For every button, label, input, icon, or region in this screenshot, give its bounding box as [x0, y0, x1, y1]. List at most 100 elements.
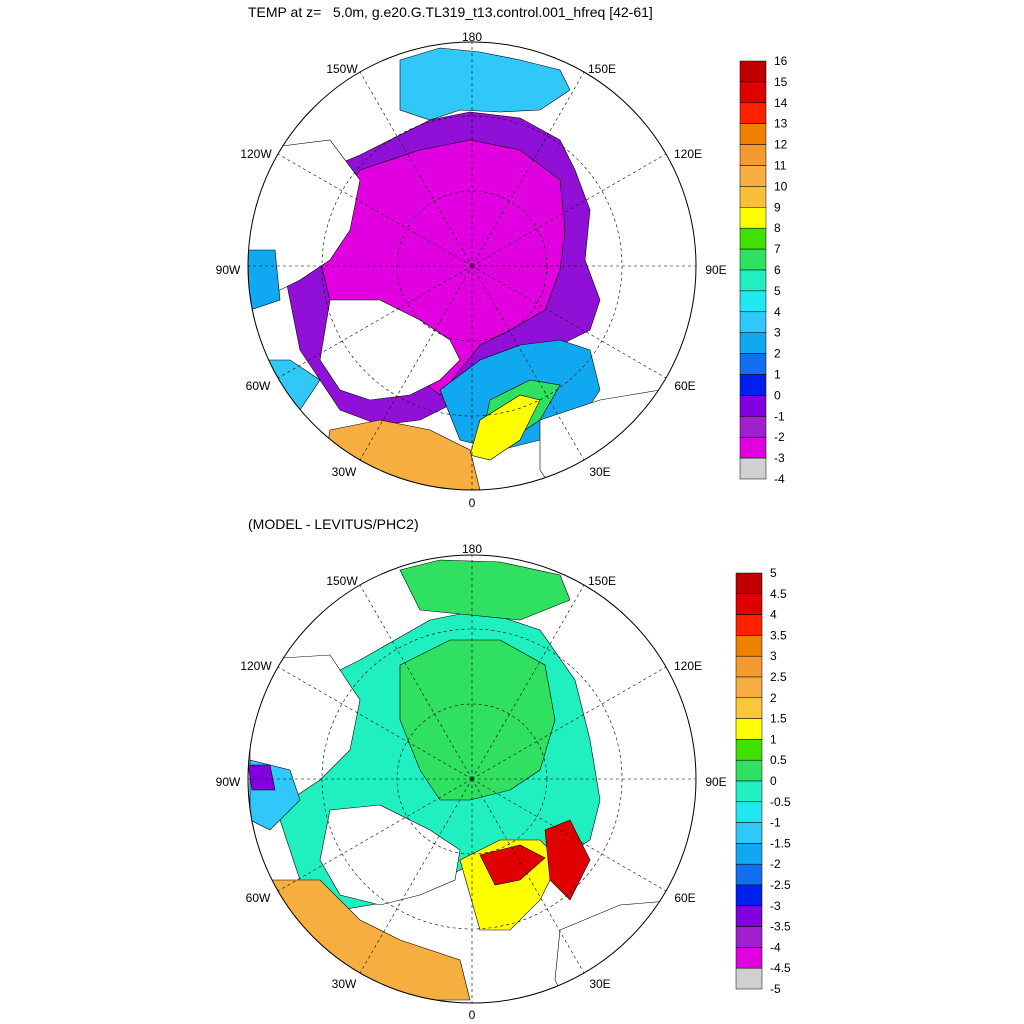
colorbar-tick-label: 0.5 — [770, 753, 787, 767]
colorbar-tick-label: -3 — [774, 451, 785, 465]
colorbar-box — [739, 457, 767, 480]
colorbar-tick-label: 13 — [774, 117, 788, 131]
colorbar-box — [735, 676, 763, 699]
colorbar-tick-label: 7 — [774, 242, 781, 256]
top-lon-label-30e: 30E — [589, 465, 610, 479]
top-lon-label-60e: 60E — [674, 379, 695, 393]
colorbar-tick-label: 12 — [774, 138, 788, 152]
colorbar-box — [739, 60, 767, 83]
meridian-line — [359, 778, 473, 974]
top-lon-label-120w: 120W — [240, 147, 272, 161]
colorbar-tick-label: 4 — [774, 305, 781, 319]
colorbar-box — [735, 655, 763, 678]
bottom-lon-label-90w: 90W — [216, 775, 241, 789]
colorbar-tick-label: 1 — [774, 368, 781, 382]
bottom-lon-label-150w: 150W — [326, 574, 358, 588]
colorbar-box — [735, 905, 763, 927]
colorbar-box — [735, 801, 763, 823]
meridian-line — [471, 265, 667, 379]
colorbar-tick-label: -2.5 — [770, 878, 791, 892]
colorbar-tick-label: 3 — [774, 326, 781, 340]
colorbar-box — [739, 207, 767, 229]
colorbar-tick-label: 3 — [770, 649, 777, 663]
top-lon-label-30w: 30W — [332, 465, 357, 479]
colorbar-box — [739, 186, 767, 208]
bottom-lon-label-60e: 60E — [674, 891, 695, 905]
colorbar-box — [735, 739, 763, 761]
colorbar-box — [739, 374, 767, 396]
colorbar-box — [739, 123, 767, 145]
bottom-lon-label-120w: 120W — [240, 659, 272, 673]
colorbar-box — [739, 395, 767, 417]
colorbar-box — [739, 290, 767, 313]
colorbar-box — [739, 144, 767, 166]
colorbar-tick-label: 2 — [770, 691, 777, 705]
bottom-lon-label-120e: 120E — [674, 659, 702, 673]
colorbar-tick-label: -5 — [770, 982, 781, 996]
meridian-line — [359, 265, 473, 461]
colorbar-tick-label: -1.5 — [770, 836, 791, 850]
meridian-line — [359, 71, 473, 267]
top-lon-label-0: 0 — [469, 496, 476, 510]
colorbar-box — [739, 165, 767, 187]
bottom-lon-label-90e: 90E — [705, 775, 726, 789]
colorbar-tick-label: 5 — [770, 566, 777, 580]
colorbar-box — [735, 967, 763, 990]
colorbar-tick-label: -1 — [770, 816, 781, 830]
bottom-lon-label-30w: 30W — [332, 977, 357, 991]
colorbar-box — [735, 822, 763, 844]
colorbar-tick-label: 9 — [774, 200, 781, 214]
colorbar-tick-label: 2 — [774, 347, 781, 361]
bottom-difference-map — [248, 555, 696, 1003]
meridian-line — [277, 153, 473, 267]
colorbar-tick-label: 1.5 — [770, 712, 787, 726]
colorbar-tick-label: 15 — [774, 75, 788, 89]
colorbar-box — [735, 780, 763, 803]
bottom-panel-title: (MODEL - LEVITUS/PHC2) — [248, 516, 419, 532]
colorbar-tick-label: 14 — [774, 96, 788, 110]
top-pacific-sector — [399, 47, 571, 121]
colorbar-box — [739, 248, 767, 271]
meridian-line — [277, 265, 473, 379]
top-baffin-blue — [248, 249, 281, 311]
colorbar-box — [735, 635, 763, 657]
colorbar-tick-label: -1 — [774, 409, 785, 423]
colorbar-tick-label: -2 — [770, 857, 781, 871]
colorbar-tick-label: -3.5 — [770, 920, 791, 934]
colorbar-tick-label: -4 — [770, 940, 781, 954]
colorbar-box — [735, 884, 763, 907]
colorbar-tick-label: 4.5 — [770, 587, 787, 601]
top-lon-label-180: 180 — [462, 30, 482, 44]
colorbar-tick-label: 8 — [774, 221, 781, 235]
colorbar-box — [739, 269, 767, 292]
colorbar-tick-label: 11 — [774, 159, 787, 173]
colorbar-box — [735, 718, 763, 740]
bottom-lon-label-150e: 150E — [588, 574, 616, 588]
colorbar-box — [735, 863, 763, 886]
colorbar-tick-label: 2.5 — [770, 670, 787, 684]
colorbar-tick-label: -4.5 — [770, 961, 791, 975]
meridian-line — [359, 584, 473, 780]
colorbar-tick-label: -2 — [774, 430, 785, 444]
bot-land-greenland — [319, 804, 461, 906]
top-lon-label-150w: 150W — [326, 62, 358, 76]
colorbar-tick-label: 1 — [770, 732, 777, 746]
top-lon-label-120e: 120E — [674, 147, 702, 161]
colorbar-box — [739, 436, 767, 459]
colorbar-box — [739, 81, 767, 104]
colorbar-tick-label: -0.5 — [770, 795, 791, 809]
colorbar-tick-label: 4 — [770, 608, 777, 622]
bottom-lon-label-180: 180 — [462, 542, 482, 556]
colorbar-box — [735, 572, 763, 595]
bot-purple-patch — [248, 764, 276, 791]
bot-barents-red — [544, 819, 591, 901]
colorbar-box — [739, 332, 767, 354]
meridian-line — [471, 778, 585, 974]
bot-atlantic-red — [479, 844, 546, 886]
colorbar-box — [735, 947, 763, 969]
top-temperature-map — [248, 42, 696, 490]
colorbar-box — [735, 843, 763, 865]
colorbar-box — [735, 926, 763, 948]
